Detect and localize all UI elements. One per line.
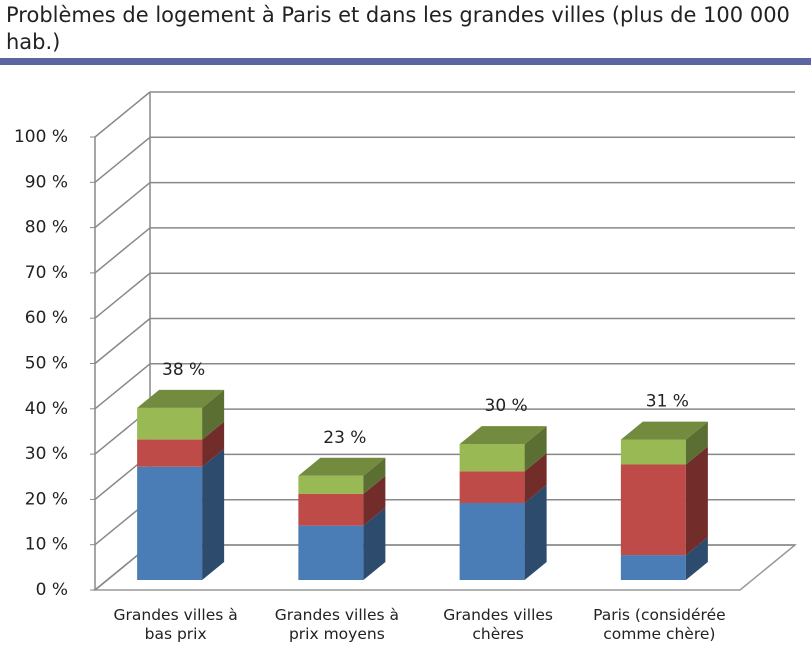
grid-diagonal [94, 182, 151, 229]
total-label: 31 % [646, 392, 689, 412]
bar-segment [620, 555, 686, 580]
bar-side [524, 453, 547, 503]
grid-diagonal [94, 227, 151, 274]
bar-segment [298, 475, 364, 494]
bar-segment [137, 466, 203, 580]
total-label: 23 % [323, 428, 366, 448]
bar-top [137, 389, 225, 408]
bar-side [363, 475, 386, 526]
bar-side [202, 448, 225, 580]
x-tick-label: Paris (considérée comme chère) [593, 606, 726, 643]
bar-side [363, 457, 386, 494]
y-tick-label: 40 % [25, 399, 68, 419]
grid-diagonal [94, 136, 151, 183]
y-tick-label: 10 % [25, 535, 68, 555]
bar-segment [459, 502, 525, 580]
y-tick-label: 30 % [25, 444, 68, 464]
y-tick-label: 20 % [25, 489, 68, 509]
chart-title: Problèmes de logement à Paris et dans le… [6, 3, 790, 54]
y-tick-label: 0 % [36, 580, 68, 600]
total-label: 38 % [162, 360, 205, 380]
bar-side [685, 421, 708, 465]
y-tick-label: 50 % [25, 354, 68, 374]
bar-segment [459, 471, 525, 503]
bar-top [298, 457, 386, 476]
bar-segment [298, 525, 364, 580]
bar-side [202, 421, 225, 467]
bar-side [202, 389, 225, 440]
x-tick-label: Grandes villes chères [443, 606, 554, 643]
bar-top [620, 421, 708, 440]
x-tick-label: Grandes villes à prix moyens [274, 606, 399, 643]
grid-diagonal [94, 363, 151, 410]
grid-diagonal [94, 91, 151, 138]
bar-side [685, 537, 708, 580]
bar-top [459, 426, 547, 445]
y-tick-label: 80 % [25, 218, 68, 238]
bar-side [524, 484, 547, 580]
bar-side [685, 446, 708, 556]
title-rule [0, 58, 811, 65]
bar-segment [620, 464, 686, 556]
bar-segment [137, 407, 203, 440]
bar-segment [620, 439, 686, 465]
bar-side [524, 426, 547, 472]
bar-segment [298, 493, 364, 526]
y-tick-label: 100 % [14, 127, 68, 147]
bar-side [363, 507, 386, 580]
y-tick-label: 70 % [25, 263, 68, 283]
total-label: 30 % [485, 396, 528, 416]
grid-diagonal [94, 317, 151, 365]
y-tick-label: 90 % [25, 172, 68, 192]
y-tick-label: 60 % [25, 308, 68, 328]
grid-diagonal [94, 272, 151, 319]
bar-segment [459, 444, 525, 472]
x-tick-label: Grandes villes à bas prix [113, 606, 238, 643]
bar-segment [137, 439, 203, 467]
